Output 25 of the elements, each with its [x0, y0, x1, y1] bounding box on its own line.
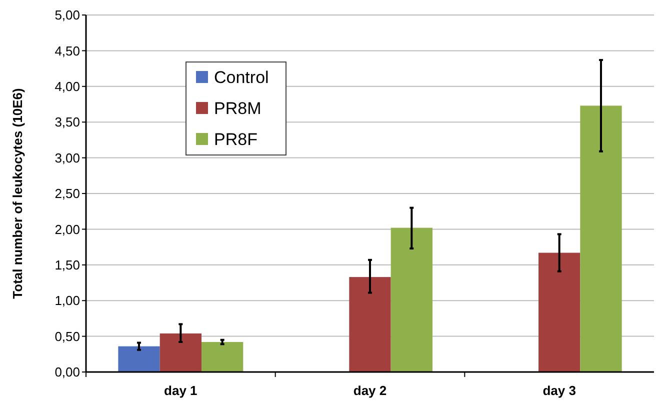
- y-tick-label: 4,00: [54, 78, 80, 94]
- bar: [118, 346, 160, 372]
- y-tick-label: 1,00: [54, 293, 80, 308]
- y-tick-label: 4,50: [54, 43, 80, 58]
- bar: [201, 342, 244, 372]
- bar: [580, 106, 622, 372]
- legend-label: PR8F: [214, 130, 258, 149]
- bar: [349, 277, 391, 372]
- y-tick-label: 2,50: [54, 186, 80, 202]
- y-tick-label: 2,00: [54, 222, 80, 237]
- bar: [538, 252, 580, 372]
- y-axis-title: Total number of leukocytes (10E6): [10, 88, 25, 299]
- x-tick-label: day 2: [353, 383, 387, 398]
- bar: [390, 228, 432, 372]
- y-tick-label: 5,00: [54, 8, 80, 23]
- y-tick-label: 0,00: [54, 364, 80, 380]
- y-tick-label: 3,00: [54, 150, 80, 166]
- y-tick-label: 1,50: [54, 257, 80, 272]
- y-tick-label: 0,50: [54, 328, 80, 344]
- y-tick-label: 3,50: [54, 114, 80, 130]
- bar: [160, 333, 202, 372]
- x-tick-label: day 1: [164, 383, 198, 398]
- legend-label: PR8M: [214, 98, 262, 118]
- legend-label: Control: [214, 68, 269, 87]
- x-tick-label: day 3: [542, 383, 576, 398]
